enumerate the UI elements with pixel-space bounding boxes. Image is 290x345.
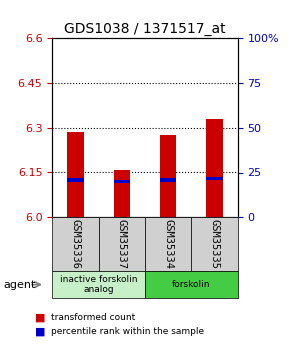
Bar [114, 180, 130, 183]
Bar [160, 178, 176, 182]
Text: GSM35336: GSM35336 [70, 219, 80, 269]
Text: GSM35335: GSM35335 [210, 219, 220, 269]
Text: transformed count: transformed count [51, 313, 135, 322]
Text: ■: ■ [35, 326, 45, 336]
Text: inactive forskolin
analog: inactive forskolin analog [60, 275, 137, 294]
Text: percentile rank within the sample: percentile rank within the sample [51, 327, 204, 336]
Bar [114, 169, 130, 217]
Text: forskolin: forskolin [172, 280, 211, 289]
Text: GSM35337: GSM35337 [117, 219, 127, 269]
Text: agent: agent [3, 280, 35, 289]
Title: GDS1038 / 1371517_at: GDS1038 / 1371517_at [64, 21, 226, 36]
Bar [160, 135, 176, 217]
Bar [206, 119, 223, 217]
Text: GSM35334: GSM35334 [163, 219, 173, 269]
Text: ■: ■ [35, 313, 45, 322]
Bar [206, 177, 223, 180]
Bar [67, 132, 84, 217]
Bar [67, 178, 84, 182]
